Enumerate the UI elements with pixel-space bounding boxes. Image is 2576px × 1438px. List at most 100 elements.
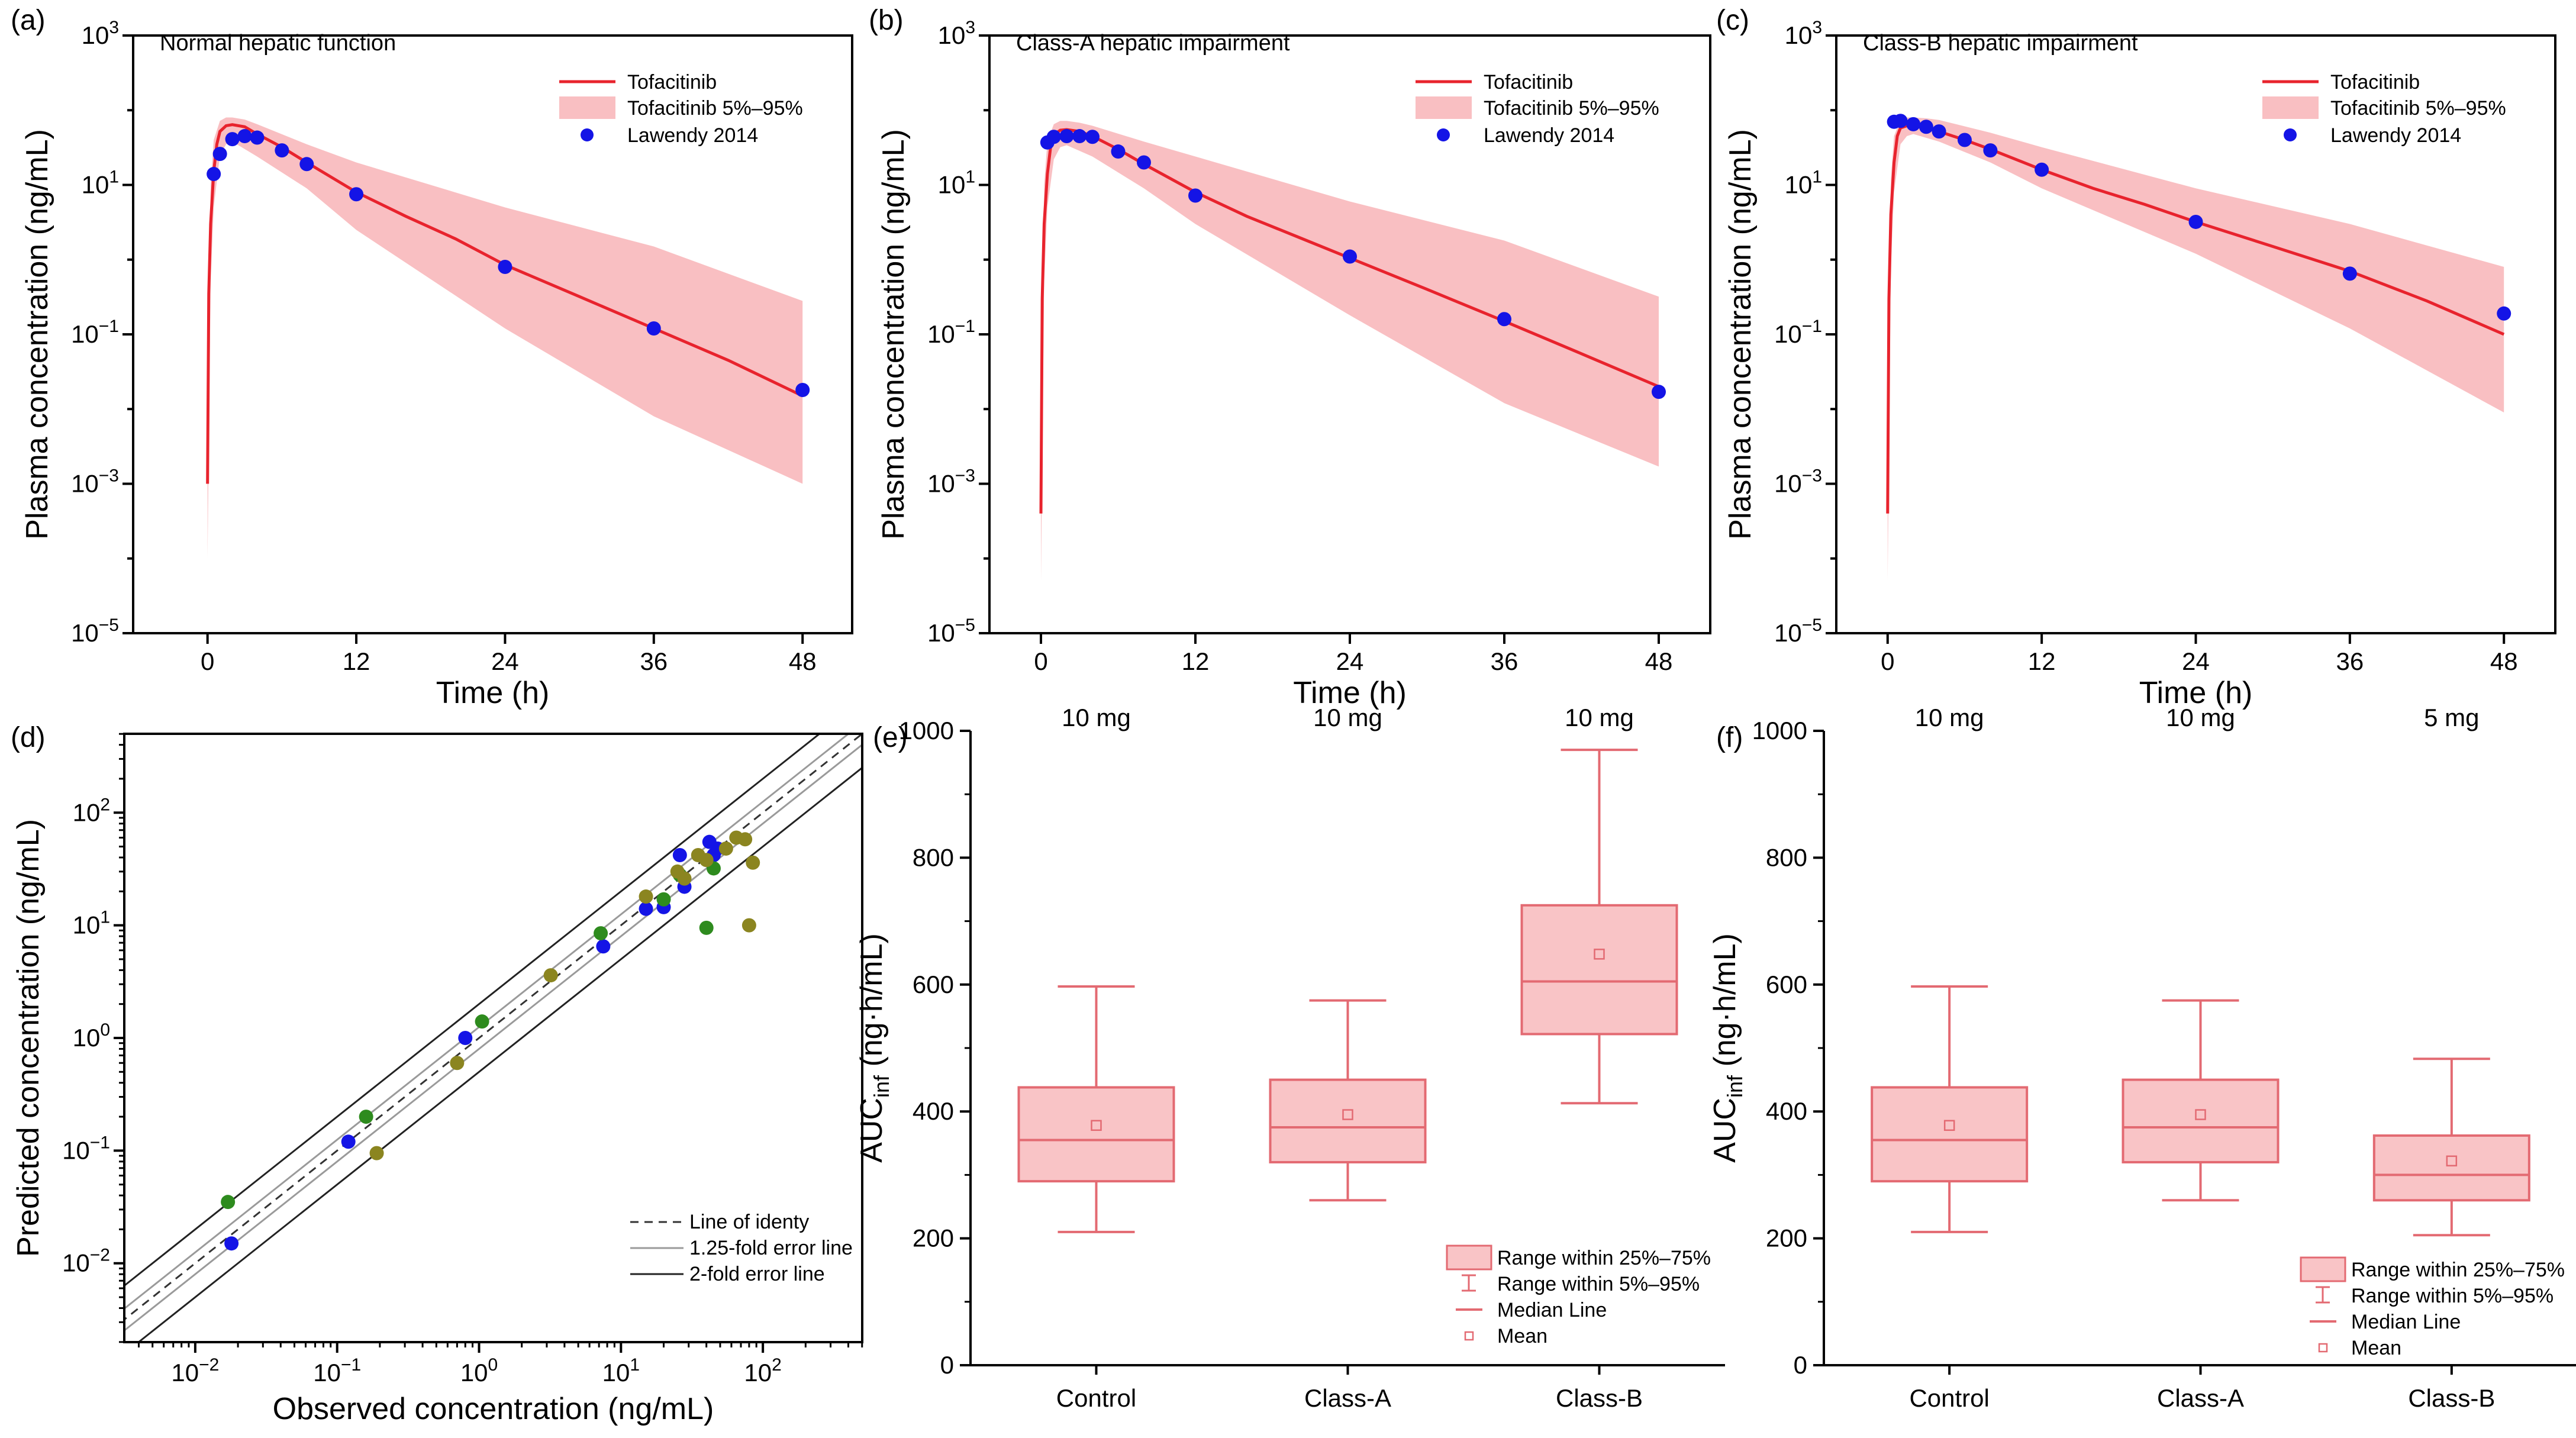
scatter-point — [543, 968, 558, 983]
panel-title: Class-B hepatic impairment — [1863, 31, 2138, 56]
x-tick-label: 101 — [602, 1355, 640, 1387]
mean-marker — [1594, 949, 1605, 960]
legend-dot-swatch — [2284, 128, 2297, 141]
x-tick-label: 48 — [2490, 647, 2518, 675]
scatter-point — [718, 841, 733, 856]
panel-d-group: 10−2 10−1 100 101 102 10−2 10−1 100 101 102 Observ… — [11, 722, 863, 1426]
scatter-point — [596, 939, 611, 954]
y-tick-label: 0 — [1794, 1351, 1807, 1379]
scatter-point — [369, 1146, 384, 1160]
panel-title: Class-A hepatic impairment — [1016, 31, 1290, 56]
observed-point — [1983, 143, 1998, 158]
y-tick-label: 10−5 — [1774, 615, 1822, 647]
observed-point — [1893, 114, 1908, 128]
y-tick-label: 10−1 — [927, 317, 975, 348]
scatter-point — [746, 855, 760, 870]
dose-label: 10 mg — [1313, 704, 1382, 731]
legend-label: Lawendy 2014 — [627, 124, 758, 147]
legend-label: Lawendy 2014 — [1484, 124, 1614, 147]
x-tick-label: 36 — [1491, 647, 1518, 675]
y-tick-label: 1000 — [899, 717, 954, 744]
observed-point — [299, 157, 314, 172]
observed-point — [250, 130, 265, 145]
x-tick-label: 12 — [1182, 647, 1210, 675]
x-tick-label: 12 — [2028, 647, 2056, 675]
dose-label: 5 mg — [2424, 704, 2479, 731]
legend-label: Range within 25%–75% — [2351, 1259, 2565, 1281]
y-tick-label: 10−2 — [62, 1246, 110, 1277]
y-tick-label: 101 — [82, 167, 119, 199]
x-tick-label: Class-B — [2408, 1384, 2495, 1412]
legend-label: Lawendy 2014 — [2330, 124, 2461, 147]
legend-label: Median Line — [1497, 1299, 1607, 1321]
one-25-fold-lower-line — [124, 743, 862, 1332]
observed-point — [207, 167, 221, 182]
y-tick-label: 103 — [1785, 18, 1822, 49]
observed-point — [1652, 385, 1666, 399]
observed-point — [1343, 249, 1357, 264]
scatter-point — [656, 892, 671, 907]
observed-point — [1188, 188, 1202, 203]
dose-label: 10 mg — [1565, 704, 1634, 731]
x-tick-label: 24 — [491, 647, 519, 675]
observed-point — [1497, 312, 1511, 327]
panel-f-group: 0 200 400 600 800 1000 Control 10 mg Class-A 10 m… — [1708, 704, 2576, 1412]
panel-label: (c) — [1716, 5, 1749, 36]
iqr-box — [1269, 1078, 1427, 1163]
observed-point — [225, 132, 240, 147]
legend-label: Line of identy — [689, 1211, 809, 1233]
y-tick-label: 101 — [938, 167, 975, 199]
x-tick-label: 12 — [343, 647, 370, 675]
iqr-box — [1017, 1086, 1175, 1183]
x-tick-label: 100 — [460, 1355, 498, 1387]
mean-marker — [1943, 1120, 1955, 1131]
legend-label: Tofacitinib — [627, 71, 717, 93]
simulated-line — [1886, 124, 2505, 514]
observed-point — [2497, 306, 2511, 321]
legend-label: Tofacitinib — [2330, 71, 2420, 93]
observed-point — [1919, 120, 1933, 134]
panel-label: (e) — [873, 722, 908, 753]
two-fold-upper-line — [124, 734, 821, 1287]
y-axis-label: AUCinf (ng·h/mL) — [855, 933, 894, 1163]
scatter-point — [221, 1195, 236, 1210]
legend-label: 2-fold error line — [689, 1263, 825, 1285]
observed-point — [1072, 129, 1087, 144]
x-tick-label: 36 — [2336, 647, 2364, 675]
y-tick-label: 10−1 — [1774, 317, 1822, 348]
x-tick-label: 48 — [1645, 647, 1673, 675]
y-tick-label: 10−1 — [62, 1133, 110, 1164]
panel-c-group: 0 12 24 36 48 10−5 10−3 10−1 101 103 Time (h) Plasm… — [1716, 5, 2556, 710]
x-axis-label: Observed concentration (ng/mL) — [273, 1392, 714, 1426]
y-axis-label: Plasma concentration (ng/mL) — [1723, 129, 1758, 540]
legend-label: Range within 5%–95% — [1497, 1273, 1700, 1295]
observed-point — [212, 147, 227, 162]
x-tick-label: Class-A — [1304, 1384, 1391, 1412]
observed-point — [795, 383, 810, 398]
observed-point — [2188, 214, 2203, 229]
x-tick-label: Control — [1909, 1384, 1989, 1412]
observed-point — [349, 187, 364, 202]
x-axis-label: Time (h) — [436, 676, 550, 710]
scatter-point — [639, 889, 653, 904]
x-tick-label: 0 — [201, 647, 214, 675]
scatter-point — [677, 871, 692, 886]
scatter-point — [699, 853, 714, 868]
y-tick-label: 102 — [73, 795, 110, 826]
x-tick-label: 10−1 — [313, 1355, 361, 1387]
x-axis-label: Time (h) — [1293, 676, 1407, 710]
panel-label: (a) — [11, 5, 46, 36]
panel-title: Normal hepatic function — [160, 31, 396, 56]
panel-a-group: 0 12 24 36 48 10−5 10−3 10−1 101 103 Time (h) Plasm… — [11, 5, 853, 710]
mean-marker — [2195, 1109, 2206, 1120]
observed-point — [498, 259, 512, 274]
y-tick-label: 10−3 — [71, 466, 119, 498]
x-tick-label: 0 — [1881, 647, 1894, 675]
scatter-point — [341, 1134, 356, 1149]
iqr-box — [2372, 1134, 2530, 1202]
legend-mean-swatch — [2318, 1343, 2328, 1353]
y-tick-label: 101 — [1785, 167, 1822, 199]
iqr-box — [1871, 1086, 2029, 1183]
percentile-band — [1041, 121, 1659, 581]
y-axis-label: Plasma concentration (ng/mL) — [876, 129, 911, 540]
